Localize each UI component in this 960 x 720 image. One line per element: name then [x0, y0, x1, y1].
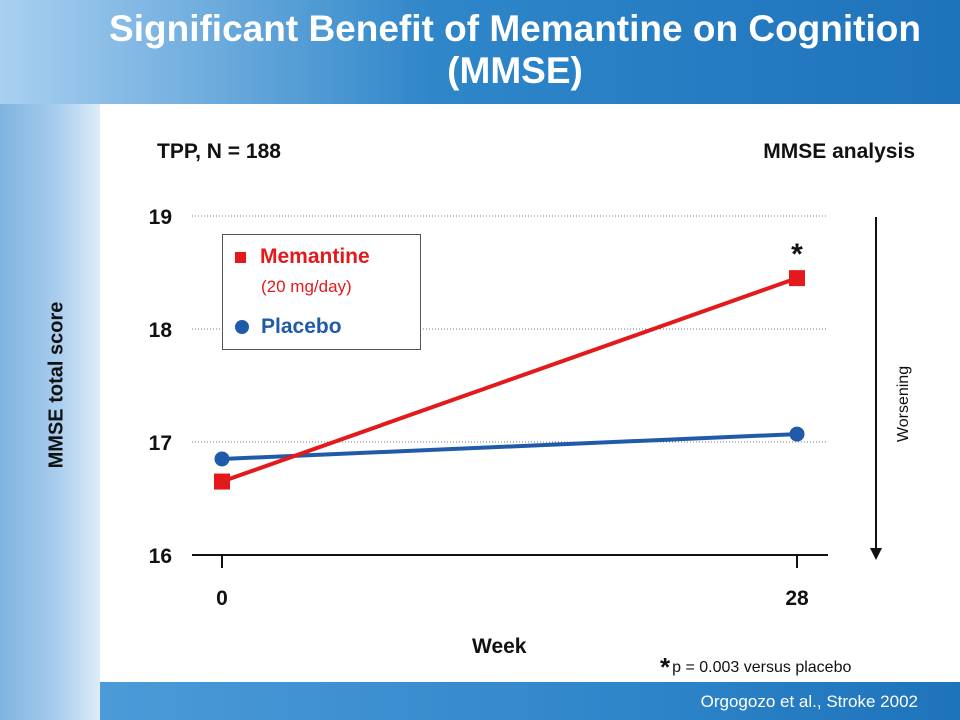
citation: Orgogozo et al., Stroke 2002: [700, 692, 918, 711]
analysis-label: MMSE analysis: [763, 140, 915, 163]
chart-legend: Memantine (20 mg/day) Placebo: [222, 234, 421, 350]
worsening-arrow-head: [870, 548, 882, 560]
footer-bar: [100, 682, 960, 720]
footnote-text: p = 0.003 versus placebo: [672, 659, 852, 676]
title-bar: Significant Benefit of Memantine on Cogn…: [0, 0, 960, 104]
x-tick-label: 0: [216, 587, 228, 610]
x-tick-label: 28: [785, 587, 809, 610]
legend-memantine-label: Memantine: [260, 245, 370, 268]
memantine-point: [214, 473, 230, 490]
placebo-point: [789, 426, 805, 442]
slide-title: Significant Benefit of Memantine on Cogn…: [109, 8, 921, 91]
significance-footnote: * p = 0.003 versus placebo: [660, 648, 852, 682]
memantine-line: [221, 276, 798, 484]
legend-placebo-label: Placebo: [261, 315, 342, 338]
legend-item-memantine: Memantine: [235, 245, 370, 269]
y-tick-label: 16: [149, 545, 172, 568]
y-tick-label: 17: [149, 432, 172, 455]
placebo-line: [221, 432, 798, 461]
y-tick-label: 18: [149, 319, 173, 342]
square-marker-icon: [235, 251, 246, 263]
legend-memantine-dose: (20 mg/day): [261, 277, 352, 296]
circle-marker-icon: [235, 320, 249, 334]
legend-item-placebo: Placebo: [235, 315, 342, 339]
y-tick-label: 19: [149, 206, 172, 229]
population-label: TPP, N = 188: [157, 140, 281, 163]
footnote-star: *: [660, 652, 671, 682]
placebo-point: [214, 451, 230, 467]
significance-star: *: [791, 238, 803, 271]
chart-panel: [100, 104, 960, 682]
memantine-point: [789, 270, 805, 287]
worsening-label: Worsening: [895, 365, 912, 443]
x-axis-label: Week: [472, 635, 527, 658]
